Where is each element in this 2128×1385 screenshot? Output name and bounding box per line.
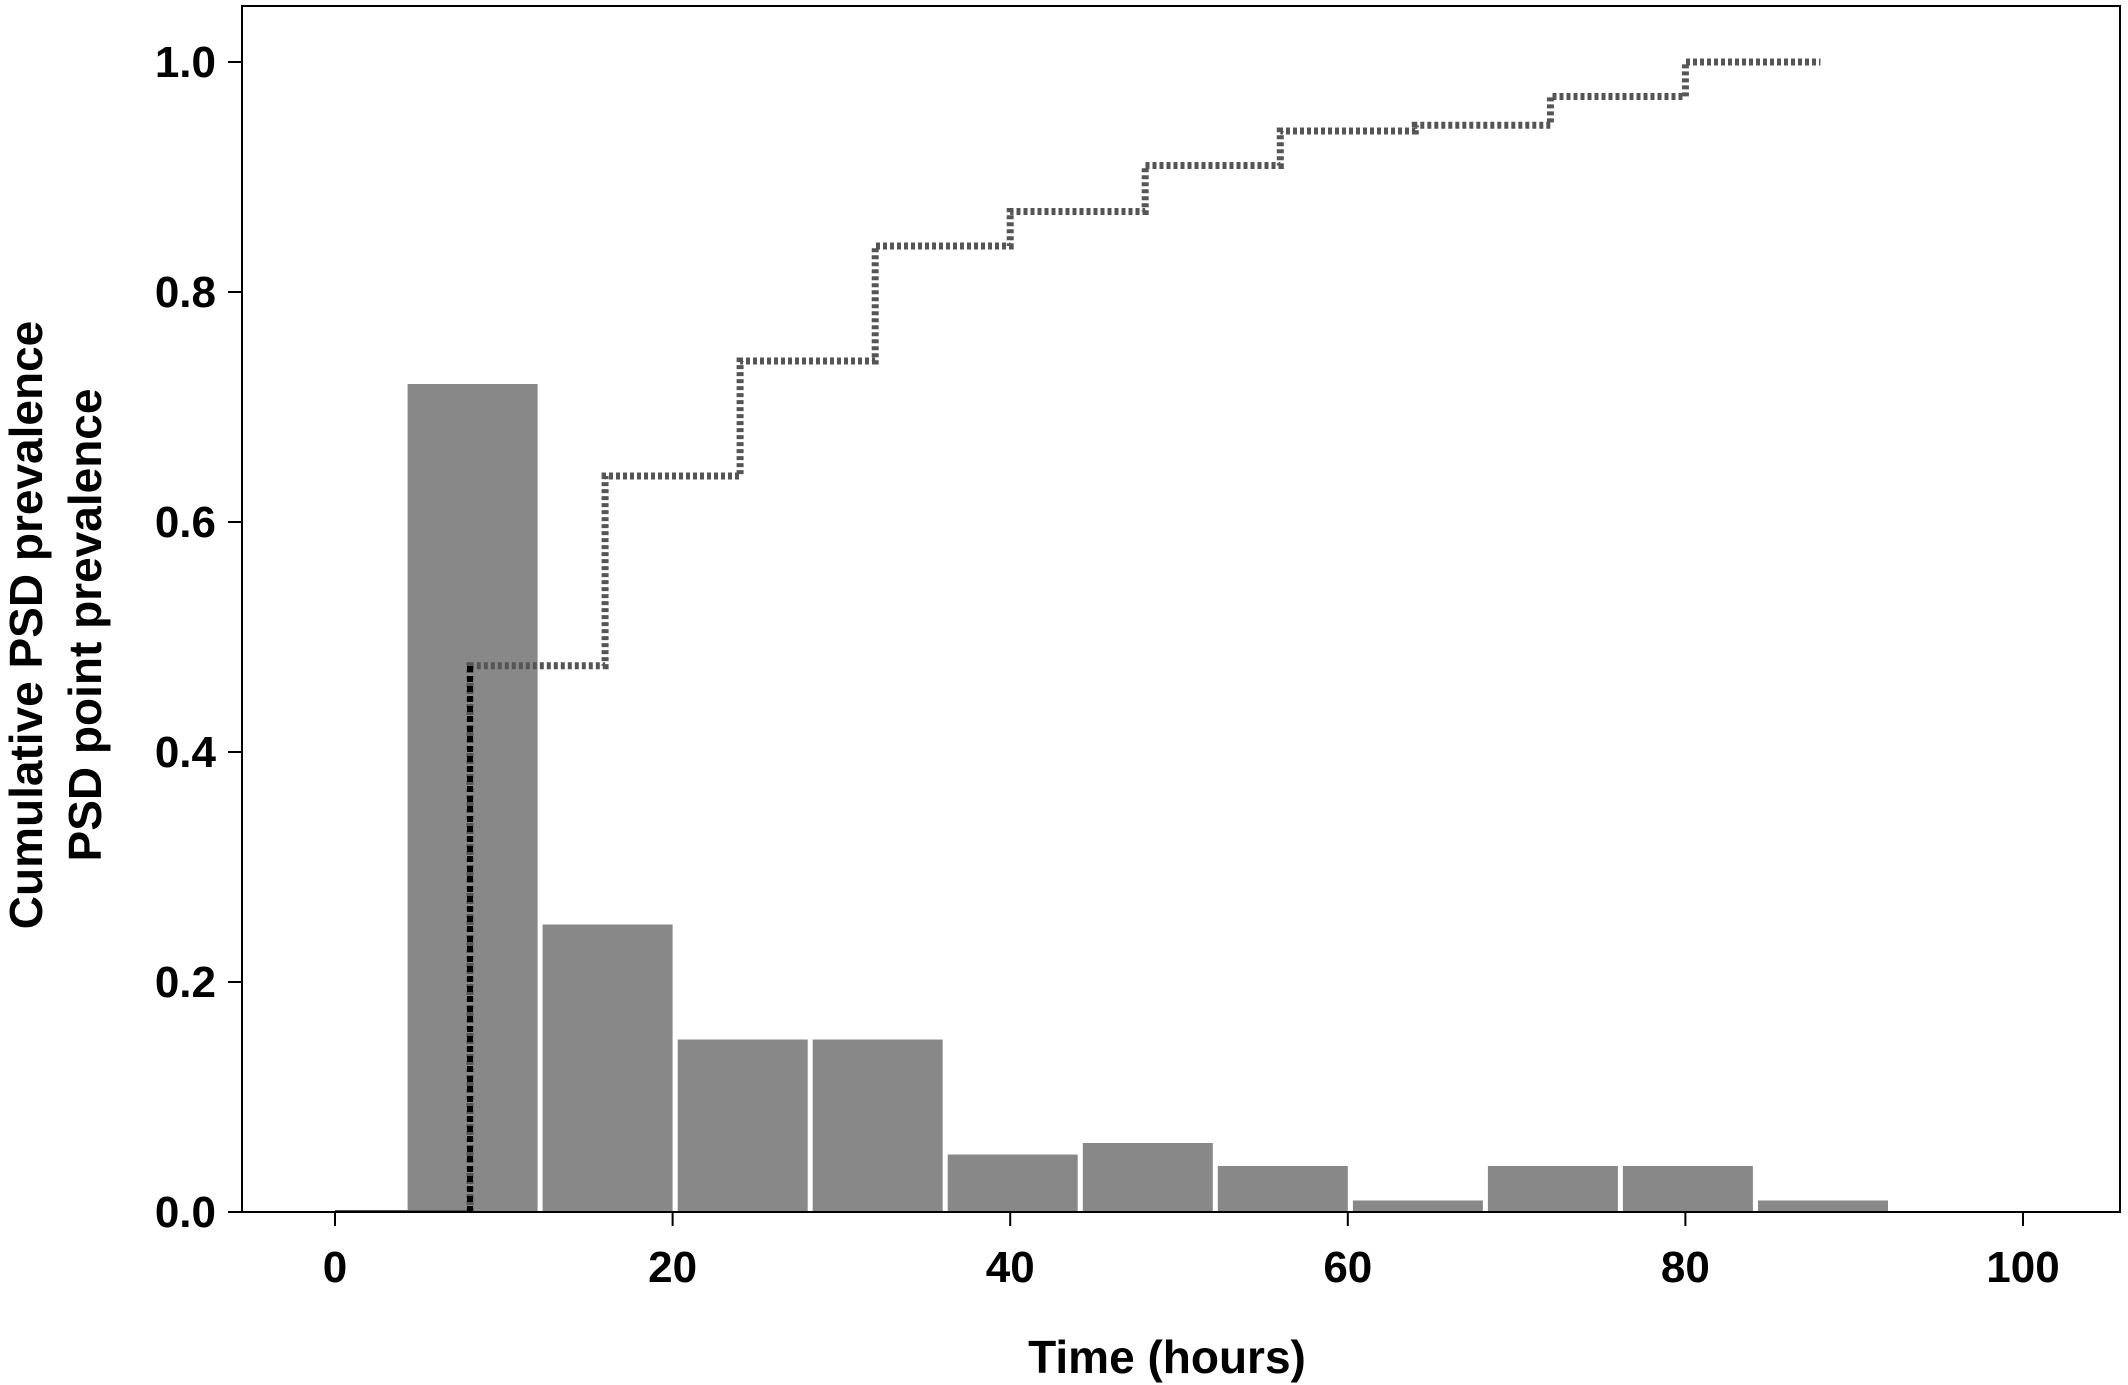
y-tick-label-4: 0.8 <box>155 268 216 317</box>
bar-1 <box>542 924 673 1212</box>
x-tick-label-1: 20 <box>648 1243 697 1292</box>
x-tick-label-3: 60 <box>1323 1243 1372 1292</box>
x-tick-label-2: 40 <box>986 1243 1035 1292</box>
x-axis-title: Time (hours) <box>1028 1331 1306 1383</box>
cumulative-step-line <box>466 58 1821 1212</box>
x-tick-label-5: 100 <box>1986 1243 2059 1292</box>
plot-border <box>241 5 2121 1213</box>
y-axis-title-line-1: Cumulative PSD prevalence <box>0 321 52 929</box>
plot-frame <box>241 5 2121 1213</box>
y-axis-ticks: 0.0 0.2 0.4 0.6 0.8 1.0 <box>155 38 242 1237</box>
bar-6 <box>1217 1166 1348 1212</box>
y-tick-label-1: 0.2 <box>155 958 216 1007</box>
bar-9 <box>1622 1166 1753 1212</box>
y-axis-title-line-2: PSD point prevalence <box>59 389 111 862</box>
y-tick-label-2: 0.4 <box>155 728 217 777</box>
y-tick-label-3: 0.6 <box>155 498 216 547</box>
bar-7 <box>1352 1200 1483 1212</box>
bar-10 <box>1758 1200 1888 1212</box>
bars <box>407 384 1888 1212</box>
bar-3 <box>812 1039 943 1212</box>
x-axis-ticks: 0 20 40 60 80 100 <box>323 1212 2060 1292</box>
bar-5 <box>1082 1143 1213 1212</box>
bar-4 <box>947 1154 1078 1212</box>
bar-2 <box>677 1039 808 1212</box>
bar-8 <box>1487 1166 1618 1212</box>
y-tick-label-0: 0.0 <box>155 1188 216 1237</box>
x-tick-label-0: 0 <box>323 1243 347 1292</box>
x-tick-label-4: 80 <box>1661 1243 1710 1292</box>
y-tick-label-5: 1.0 <box>155 38 216 87</box>
